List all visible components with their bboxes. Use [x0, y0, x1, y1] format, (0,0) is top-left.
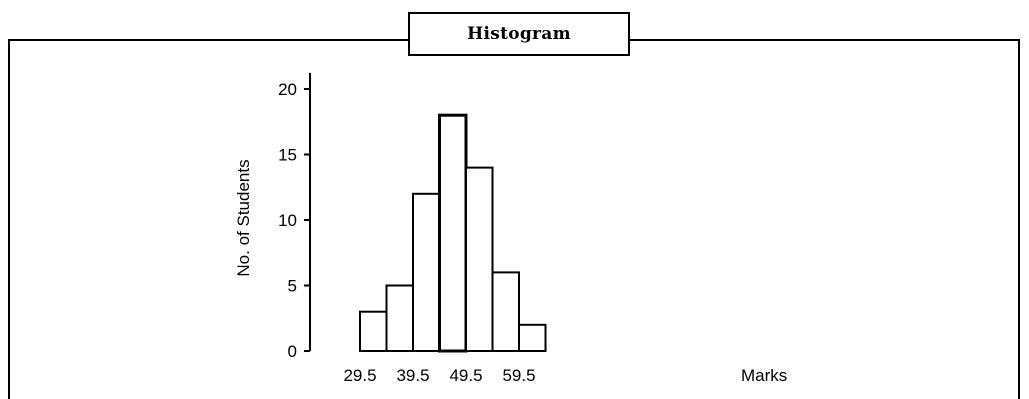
y-ticks-group: 0 5 10 15 20: [278, 80, 310, 361]
histogram-bar: [491, 271, 520, 352]
chart-title: Histogram: [408, 12, 630, 56]
bars-group: [359, 113, 547, 353]
histogram-bar: [412, 192, 441, 352]
y-axis-label: No. of Students: [234, 159, 253, 276]
histogram-bar: [465, 166, 494, 352]
histogram-bar: [385, 284, 414, 352]
y-tick-label: 5: [288, 277, 297, 296]
x-tick-label: 29.5: [343, 366, 376, 385]
x-ticks-group: 29.5 39.5 49.5 59.5: [343, 366, 535, 385]
x-tick-label: 59.5: [502, 366, 535, 385]
histogram-bar: [518, 323, 547, 352]
histogram-chart: 0 5 10 15 20 29.5 39.5 49.5 59.5 No. of Student…: [234, 72, 787, 385]
x-tick-label: 39.5: [396, 366, 429, 385]
y-tick-label: 0: [288, 342, 297, 361]
histogram-bar: [438, 113, 468, 353]
y-tick-label: 20: [278, 80, 297, 99]
histogram-bar: [359, 310, 388, 353]
x-tick-label: 49.5: [449, 366, 482, 385]
y-tick-label: 15: [278, 146, 297, 165]
x-axis-label: Marks: [741, 366, 787, 385]
y-tick-label: 10: [278, 211, 297, 230]
